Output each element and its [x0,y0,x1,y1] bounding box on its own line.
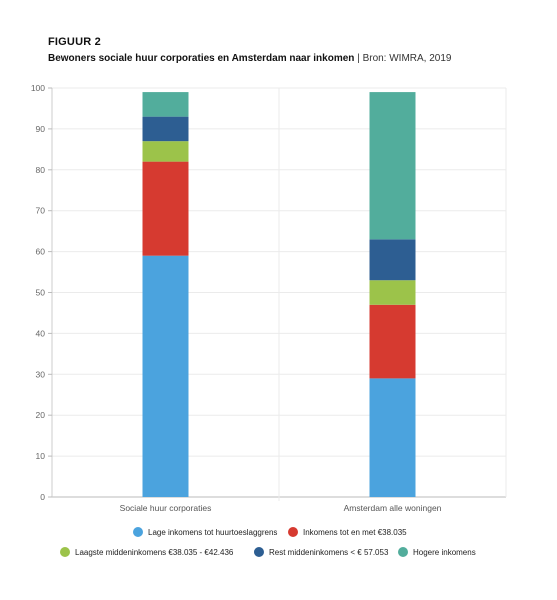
y-tick-label: 90 [36,124,46,134]
x-category-label: Amsterdam alle woningen [344,503,442,513]
figure-label: FIGUUR 2 [48,36,101,48]
y-tick-label: 100 [31,83,45,93]
x-axis-categories: Sociale huur corporaties Amsterdam alle w… [120,503,442,513]
bar-segment-hogere-sociale-huur [142,92,189,117]
bar-segment-laagste_midden-sociale-huur [142,141,189,162]
grid-lines [51,87,507,501]
bars [142,92,416,497]
y-tick-label: 80 [36,165,46,175]
y-tick-label: 30 [36,369,46,379]
bar-segment-hogere-amsterdam [369,92,416,240]
y-tick-label: 0 [40,492,45,502]
chart-source: | Bron: WIMRA, 2019 [357,53,452,64]
y-axis-ticks: 0 10 20 30 40 50 60 70 80 90 100 [31,83,52,502]
bar-segment-inkomens_tot-amsterdam [369,304,416,379]
y-tick-label: 50 [36,288,46,298]
x-category-label: Sociale huur corporaties [120,503,212,513]
bar-segment-inkomens_tot-sociale-huur [142,161,189,256]
y-tick-label: 20 [36,410,46,420]
y-tick-label: 10 [36,451,46,461]
chart-title: Bewoners sociale huur corporaties en Ams… [48,53,451,64]
y-tick-label: 60 [36,247,46,257]
bar-segment-lage-amsterdam [369,378,416,497]
chart-title-main: Bewoners sociale huur corporaties en Ams… [48,53,355,64]
y-tick-label: 70 [36,206,46,216]
bar-segment-rest_midden-sociale-huur [142,116,189,142]
bar-segment-rest_midden-amsterdam [369,239,416,281]
bar-segment-lage-sociale-huur [142,255,189,497]
y-tick-label: 40 [36,328,46,338]
bar-segment-laagste_midden-amsterdam [369,280,416,305]
